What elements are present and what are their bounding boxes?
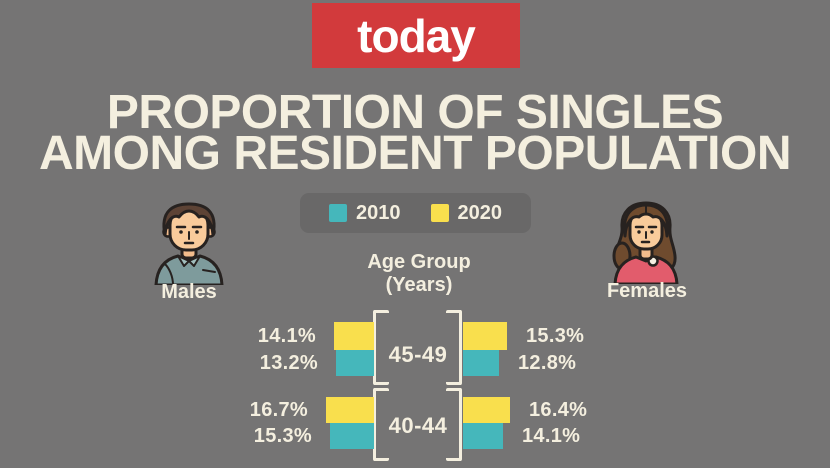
row-female-2010-40-44: 14.1% (463, 423, 830, 449)
row-female-2020-40-44: 16.4% (463, 397, 830, 423)
legend-2010-label: 2010 (356, 201, 401, 224)
bar-female-2010-45-49 (463, 350, 499, 376)
value-label-female-2010-40-44: 14.1% (522, 424, 581, 447)
today-logo: today (312, 3, 520, 68)
bar-male-2010-40-44 (330, 423, 374, 449)
row-male-2020-45-49: 14.1% (0, 322, 374, 350)
legend-item-2020: 2020 (430, 201, 503, 225)
page-title: PROPORTION OF SINGLES AMONG RESIDENT POP… (0, 86, 830, 180)
value-label-female-2020-45-49: 15.3% (526, 324, 585, 347)
today-logo-text: today (357, 9, 476, 62)
value-label-female-2020-40-44: 16.4% (529, 398, 588, 421)
legend-item-2010: 2010 (329, 202, 401, 225)
female-avatar-icon (612, 201, 679, 284)
legend-2010-swatch-icon (329, 204, 347, 222)
age-group-label-40-44: 40-44 (388, 413, 448, 438)
bracket-left-40-44 (373, 388, 389, 461)
females-label: Females (606, 280, 688, 302)
row-male-2010-40-44: 15.3% (0, 423, 374, 449)
bar-female-2020-45-49 (463, 322, 507, 350)
age-group-axis-label: Age Group (Years) (343, 251, 495, 297)
value-label-male-2020-45-49: 14.1% (257, 324, 316, 347)
age-group-axis-label-line-2: (Years) (385, 274, 453, 296)
bar-male-2020-40-44 (326, 397, 374, 423)
bar-female-2020-40-44 (463, 397, 510, 423)
bracket-left-45-49 (373, 310, 389, 385)
legend: 2010 2020 (300, 193, 531, 233)
bar-male-2020-45-49 (334, 322, 374, 350)
row-female-2020-45-49: 15.3% (463, 322, 830, 350)
legend-2020-swatch-icon (430, 204, 449, 222)
value-label-male-2010-40-44: 15.3% (253, 424, 312, 447)
row-female-2010-45-49: 12.8% (463, 350, 830, 376)
bar-male-2010-45-49 (336, 350, 374, 376)
page-title-line-1: PROPORTION OF SINGLES (106, 86, 724, 139)
male-avatar-icon (154, 202, 224, 285)
legend-2020-label: 2020 (457, 201, 503, 224)
bar-female-2010-40-44 (463, 423, 503, 449)
value-label-male-2010-45-49: 13.2% (259, 351, 318, 374)
bracket-right-40-44 (446, 388, 462, 461)
value-label-female-2010-45-49: 12.8% (518, 351, 577, 374)
row-male-2010-45-49: 13.2% (0, 350, 374, 376)
page-title-line-2: AMONG RESIDENT POPULATION (39, 127, 791, 180)
age-group-axis-label-line-1: Age Group (367, 251, 471, 273)
value-label-male-2020-40-44: 16.7% (249, 398, 308, 421)
males-label: Males (161, 281, 217, 303)
bracket-right-45-49 (446, 310, 462, 385)
row-male-2020-40-44: 16.7% (0, 397, 374, 423)
age-group-label-45-49: 45-49 (388, 342, 448, 367)
